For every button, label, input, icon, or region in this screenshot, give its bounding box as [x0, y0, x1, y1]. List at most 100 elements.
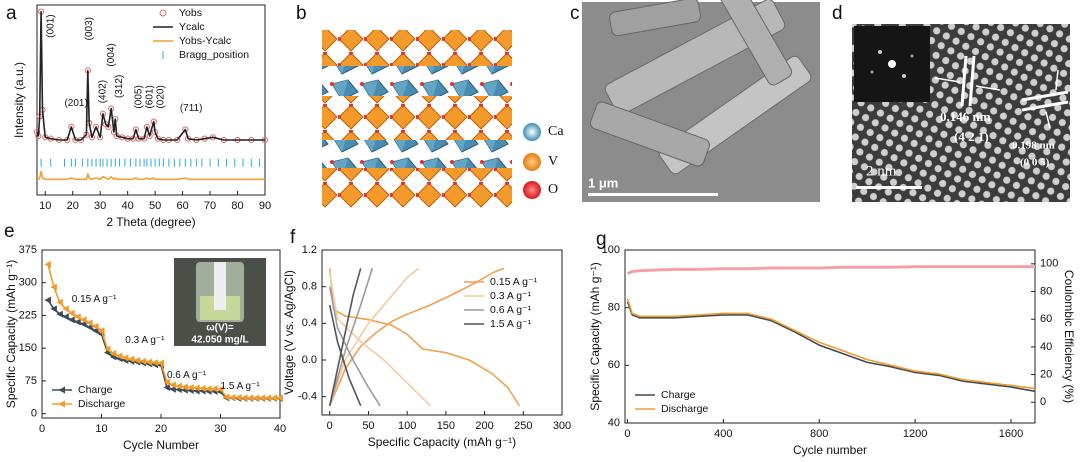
point	[86, 319, 93, 327]
x-tick-label: 80	[231, 200, 243, 212]
x-tick-label: 30	[94, 200, 106, 212]
legend-label: Ycalc	[179, 21, 205, 33]
point	[228, 393, 236, 401]
scale-bar	[856, 186, 922, 189]
legend-label: Yobs	[179, 7, 202, 19]
point	[56, 298, 63, 306]
x-axis-label: 2 Theta (degree)	[106, 215, 195, 229]
series-line	[328, 267, 431, 407]
point	[270, 394, 278, 402]
point	[121, 354, 129, 362]
series-line	[328, 268, 381, 407]
point	[199, 384, 206, 392]
x-tick-label: 100	[398, 420, 416, 432]
point	[163, 378, 170, 386]
plane-label: (0 0 5)	[1020, 157, 1050, 169]
point	[92, 123, 100, 130]
annotation: (601)	[144, 85, 155, 108]
point	[33, 129, 41, 136]
x-tick-label: 10	[95, 423, 107, 435]
y-tick-label: 0.8	[302, 281, 317, 293]
vo6-layer	[322, 168, 512, 208]
x-axis-label: Specific Capacity (mAh g⁻¹)	[368, 435, 516, 449]
v-sphere	[523, 153, 541, 171]
y-tick-label: 1.2	[302, 244, 317, 256]
point	[92, 322, 99, 330]
point	[264, 394, 272, 402]
series-line	[626, 301, 1036, 393]
ca-sphere	[523, 123, 541, 141]
x-axis-label: Cycle Number	[123, 438, 199, 452]
x-tick-label: 70	[204, 200, 216, 212]
series-line	[37, 170, 265, 181]
efficiency-line	[627, 265, 1035, 275]
point	[74, 313, 81, 321]
series-line	[36, 10, 265, 141]
panel-label: b	[296, 3, 307, 24]
fft-spot	[878, 50, 882, 54]
arrow	[934, 77, 961, 83]
x-tick-label: 50	[362, 420, 374, 432]
vo6-layer	[322, 96, 512, 140]
annotation: (711)	[180, 103, 203, 114]
inset-label: 42.050 mg/L	[191, 335, 248, 346]
y-tick-label: 80	[608, 302, 620, 314]
panel-label: c	[570, 3, 580, 24]
point	[80, 316, 87, 324]
point	[50, 283, 57, 291]
y-tick-label: 300	[19, 277, 37, 289]
x-tick-label: 60	[176, 200, 188, 212]
x-tick-label: 40	[122, 200, 134, 212]
series-line	[328, 268, 362, 407]
point	[276, 394, 283, 402]
point	[234, 393, 242, 401]
arrow	[1055, 69, 1059, 91]
x-tick-label: 1200	[903, 428, 927, 440]
y-axis-label: Specific Capacity (mAh g⁻¹)	[4, 260, 18, 408]
legend-symbol	[159, 9, 167, 17]
annotation: (003)	[84, 17, 95, 40]
point	[68, 316, 75, 324]
ca-layer	[322, 66, 512, 96]
legend-label: Charge	[661, 389, 696, 401]
rod	[590, 101, 710, 167]
x-tick-label: 0	[624, 428, 630, 440]
fft-spot	[902, 74, 906, 78]
vo6-layer	[322, 30, 512, 66]
lattice-line	[1021, 100, 1069, 112]
y-tick-label: 150	[19, 342, 37, 354]
series-line	[626, 298, 1036, 390]
fft-spot	[910, 54, 914, 58]
point	[68, 309, 75, 317]
point	[222, 393, 230, 401]
y-tick-label: 100	[602, 244, 620, 256]
y2-tick-label: 80	[1040, 285, 1052, 297]
y-tick-label: 375	[19, 244, 37, 256]
y-axis-label: Specific Capacity (mAh g⁻¹)	[588, 262, 602, 410]
legend-label: Charge	[78, 384, 113, 396]
legend-label: 1.5 A g⁻¹	[490, 318, 532, 330]
annotation: (004)	[106, 43, 117, 66]
annotation: (001)	[45, 14, 56, 37]
lattice-line	[968, 55, 976, 107]
point	[163, 383, 170, 391]
annotation: 0.15 A g⁻¹	[72, 294, 117, 305]
annotation: 0.3 A g⁻¹	[125, 335, 165, 346]
y-tick-label: 225	[19, 309, 37, 321]
x-tick-label: 300	[553, 420, 571, 432]
point	[109, 349, 117, 357]
point	[187, 383, 194, 391]
panel-label: f	[290, 227, 296, 248]
point	[169, 381, 176, 389]
y2-tick-label: 40	[1040, 341, 1052, 353]
point	[133, 356, 141, 364]
point	[205, 385, 212, 393]
x-tick-label: 20	[67, 200, 79, 212]
legend-label: 0.6 A g⁻¹	[490, 304, 532, 316]
y2-tick-label: 60	[1040, 313, 1052, 325]
point	[74, 318, 81, 326]
y-tick-label: 60	[608, 359, 620, 371]
x-tick-label: 0	[39, 423, 45, 435]
legend-symbol	[58, 386, 65, 394]
